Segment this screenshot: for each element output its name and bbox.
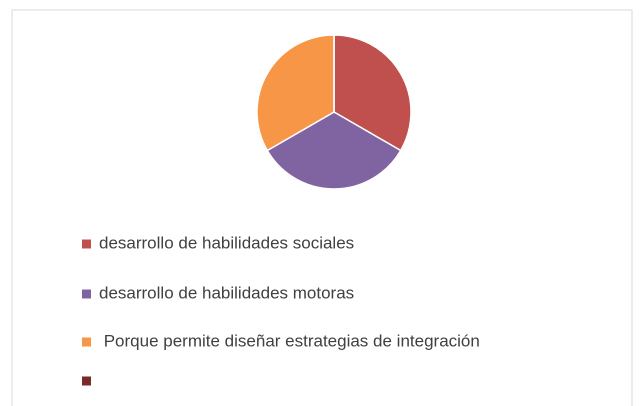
pie-slice [256, 34, 335, 152]
legend-label: desarrollo de habilidades motoras [99, 283, 354, 302]
legend-swatch [82, 337, 91, 347]
pie-slice [333, 34, 412, 152]
legend-label: Porque permite diseñar estrategias de in… [99, 331, 480, 350]
pie-slice [266, 111, 402, 190]
legend-swatch [82, 289, 91, 299]
legend-swatch [82, 376, 91, 386]
legend-label: desarrollo de habilidades sociales [99, 233, 354, 252]
chart-frame [11, 9, 633, 406]
legend-swatch [82, 239, 91, 249]
